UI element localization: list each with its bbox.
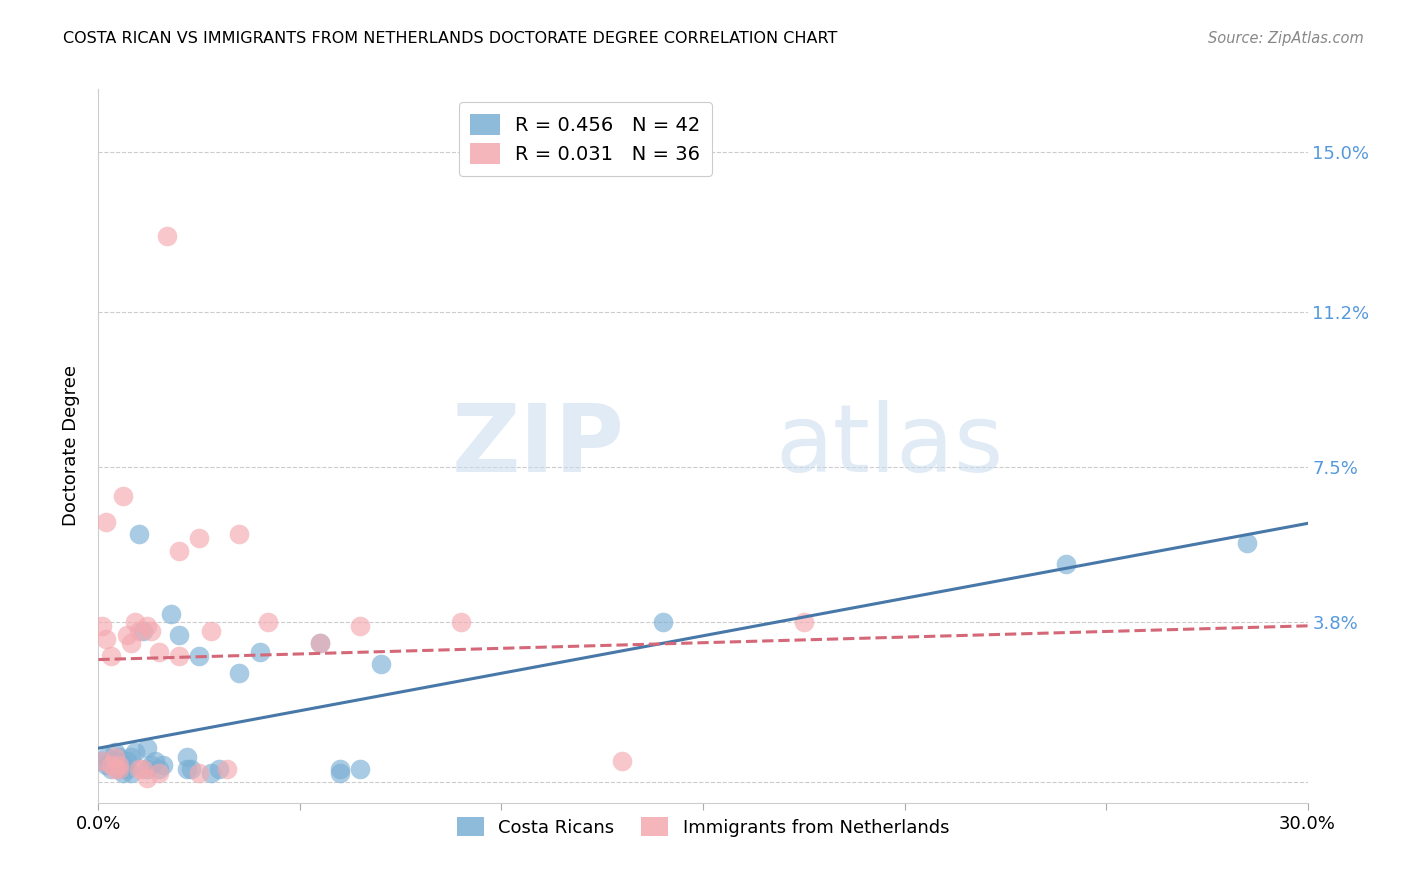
Point bbox=[135, 762, 157, 776]
Point bbox=[96, 632, 118, 646]
Point bbox=[100, 754, 122, 768]
Point bbox=[200, 766, 222, 780]
Point bbox=[200, 624, 222, 638]
Point bbox=[349, 762, 371, 776]
Point bbox=[103, 749, 125, 764]
Point bbox=[128, 762, 150, 776]
Point bbox=[111, 758, 134, 772]
Point bbox=[128, 624, 150, 638]
Point bbox=[329, 766, 352, 780]
Point bbox=[228, 665, 250, 680]
Point bbox=[167, 544, 190, 558]
Point bbox=[135, 619, 157, 633]
Point bbox=[115, 754, 138, 768]
Point bbox=[309, 636, 332, 650]
Point bbox=[103, 754, 125, 768]
Point bbox=[208, 762, 231, 776]
Point bbox=[167, 648, 190, 663]
Point bbox=[148, 766, 170, 780]
Point bbox=[370, 657, 392, 672]
Point bbox=[100, 762, 122, 776]
Point bbox=[107, 762, 129, 776]
Point bbox=[139, 758, 162, 772]
Text: atlas: atlas bbox=[776, 400, 1004, 492]
Point bbox=[1054, 557, 1077, 571]
Point bbox=[167, 628, 190, 642]
Point bbox=[96, 749, 118, 764]
Point bbox=[217, 762, 239, 776]
Point bbox=[228, 527, 250, 541]
Point bbox=[132, 762, 155, 776]
Point bbox=[100, 758, 122, 772]
Point bbox=[132, 624, 155, 638]
Point bbox=[1236, 535, 1258, 549]
Point bbox=[148, 762, 170, 776]
Point bbox=[115, 628, 138, 642]
Point bbox=[100, 648, 122, 663]
Point bbox=[91, 619, 114, 633]
Point bbox=[96, 515, 118, 529]
Point bbox=[188, 766, 211, 780]
Point bbox=[143, 754, 166, 768]
Point bbox=[124, 615, 146, 630]
Point bbox=[120, 636, 142, 650]
Text: ZIP: ZIP bbox=[451, 400, 624, 492]
Point bbox=[176, 762, 198, 776]
Point bbox=[124, 746, 146, 760]
Point bbox=[309, 636, 332, 650]
Point bbox=[176, 749, 198, 764]
Point bbox=[115, 762, 138, 776]
Point bbox=[349, 619, 371, 633]
Point bbox=[103, 762, 125, 776]
Point bbox=[256, 615, 278, 630]
Point bbox=[152, 758, 174, 772]
Point bbox=[612, 754, 634, 768]
Point bbox=[107, 749, 129, 764]
Point bbox=[96, 758, 118, 772]
Point bbox=[249, 645, 271, 659]
Point bbox=[156, 229, 179, 244]
Point bbox=[91, 754, 114, 768]
Point bbox=[180, 762, 202, 776]
Y-axis label: Doctorate Degree: Doctorate Degree bbox=[62, 366, 80, 526]
Legend: Costa Ricans, Immigrants from Netherlands: Costa Ricans, Immigrants from Netherland… bbox=[450, 809, 956, 844]
Point bbox=[793, 615, 815, 630]
Point bbox=[651, 615, 673, 630]
Point bbox=[107, 762, 129, 776]
Point bbox=[111, 489, 134, 503]
Text: Source: ZipAtlas.com: Source: ZipAtlas.com bbox=[1208, 31, 1364, 46]
Point bbox=[148, 645, 170, 659]
Point bbox=[107, 758, 129, 772]
Point bbox=[91, 754, 114, 768]
Point bbox=[128, 527, 150, 541]
Point bbox=[120, 766, 142, 780]
Text: COSTA RICAN VS IMMIGRANTS FROM NETHERLANDS DOCTORATE DEGREE CORRELATION CHART: COSTA RICAN VS IMMIGRANTS FROM NETHERLAN… bbox=[63, 31, 838, 46]
Point bbox=[160, 607, 183, 621]
Point bbox=[111, 766, 134, 780]
Point bbox=[188, 648, 211, 663]
Point bbox=[103, 746, 125, 760]
Point bbox=[450, 615, 472, 630]
Point bbox=[135, 771, 157, 785]
Point bbox=[135, 741, 157, 756]
Point bbox=[188, 532, 211, 546]
Point bbox=[329, 762, 352, 776]
Point bbox=[139, 624, 162, 638]
Point bbox=[120, 749, 142, 764]
